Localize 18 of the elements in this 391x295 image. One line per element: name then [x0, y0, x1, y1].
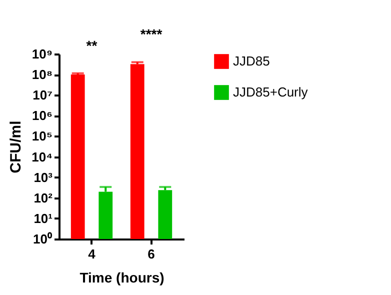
y-tick-label: 10⁰	[33, 232, 52, 246]
y-tick-label: 10⁵	[32, 128, 52, 144]
text: ****	[140, 26, 163, 42]
y-tick-label: 10³	[34, 170, 54, 185]
x-tick-label: 4	[88, 246, 96, 262]
y-tick-label: 10⁶	[32, 108, 53, 124]
x-tick-label: 6	[148, 246, 155, 262]
y-axis-title: CFU/ml	[8, 120, 25, 174]
y-tick-label: 10²	[34, 190, 54, 206]
legend-label: JJD85+Curly	[233, 84, 308, 100]
y-tick-label: 10¹	[34, 210, 52, 226]
y-tick-label: 10⁴	[32, 149, 52, 164]
y-tick-label: 10⁹	[32, 46, 52, 62]
y-tick-label: 10⁷	[32, 88, 52, 103]
text: **	[86, 37, 98, 54]
legend-label: JJD85	[233, 54, 270, 68]
x-axis-title: Time (hours)	[80, 270, 164, 286]
y-tick-label: 10⁸	[32, 67, 52, 82]
